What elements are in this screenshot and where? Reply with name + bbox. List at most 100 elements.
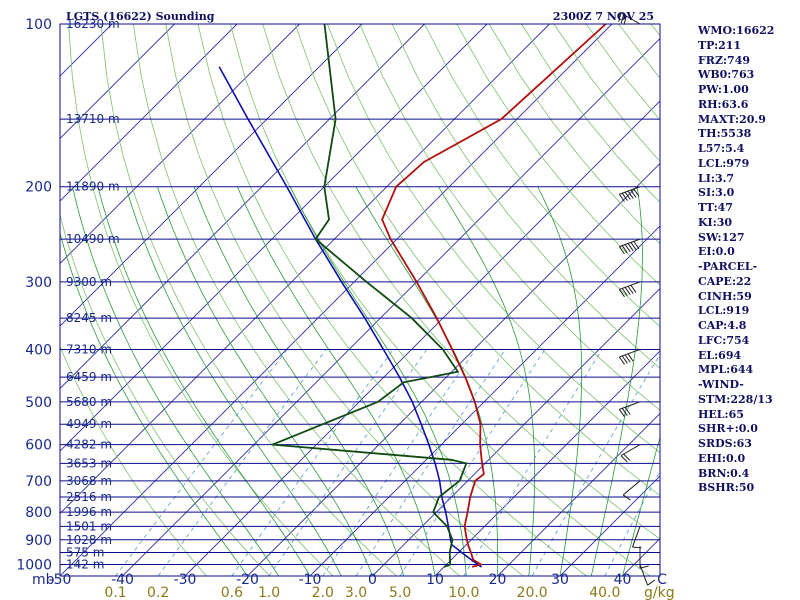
dry-adiabat	[165, 24, 524, 576]
isotherm	[60, 24, 613, 576]
height-label: 1028 m	[66, 533, 112, 547]
sounding-profiles	[218, 24, 607, 568]
height-label: 6459 m	[66, 370, 112, 384]
dry-adiabat	[424, 24, 660, 328]
moist-adiabat	[125, 186, 342, 576]
pressure-tick-label: 600	[25, 438, 52, 454]
height-label: 5680 m	[66, 395, 112, 409]
height-label: 2516 m	[66, 490, 112, 504]
temperature-tick-label: -20	[236, 572, 259, 588]
wind-barbs	[618, 12, 656, 586]
index-item: -WIND-	[698, 378, 744, 391]
index-item: SRDS:63	[698, 437, 752, 450]
mixing-ratio-label: 0.6	[221, 585, 243, 600]
height-label: 13710 m	[66, 112, 120, 126]
index-item: STM:228/13	[698, 392, 773, 406]
mixing-ratio-line	[531, 353, 660, 576]
isotherm	[60, 24, 425, 390]
chart-grid	[60, 24, 660, 576]
moist-adiabat	[60, 231, 248, 576]
dewpoint-trace	[272, 24, 468, 568]
index-item: LCL:919	[698, 304, 750, 318]
index-item: LI:3.7	[698, 171, 735, 185]
moist-adiabat	[590, 186, 643, 576]
height-label: 3653 m	[66, 456, 112, 470]
index-item: CINH:59	[698, 289, 752, 303]
mixing-ratio-label: 0.2	[147, 585, 169, 600]
index-item: BRN:0.4	[698, 466, 750, 480]
pressure-tick-label: 1000	[16, 558, 52, 574]
isotherm	[247, 162, 660, 576]
wind-barb	[618, 348, 641, 365]
temperature-tick-label: 20	[489, 572, 507, 588]
isotherm	[559, 475, 660, 576]
dry-adiabat	[132, 24, 461, 576]
stability-indices-list: WMO:16622 TP:211 FRZ:749 WB0:763 PW:1.00 RH:6…	[698, 24, 798, 496]
height-label: 1501 m	[66, 519, 112, 533]
moist-adiabat	[438, 186, 535, 576]
index-item: LFC:754	[698, 333, 750, 347]
wind-barb	[622, 480, 641, 501]
temperature-tick-label: -10	[299, 572, 322, 588]
pressure-unit-label: mb	[32, 572, 55, 588]
index-item: LCL:979	[698, 156, 750, 170]
temperature-tick-label: 40	[614, 572, 632, 588]
temperature-tick-label: 30	[551, 572, 569, 588]
dry-adiabat	[391, 24, 660, 369]
isotherm	[372, 287, 660, 576]
index-item: L57:5.4	[698, 142, 745, 155]
index-item: EHI:0.0	[698, 451, 746, 465]
dry-adiabat	[294, 24, 660, 496]
dry-adiabat	[68, 24, 334, 576]
index-item: SW:127	[698, 230, 745, 244]
isotherm	[60, 24, 488, 452]
pressure-tick-label: 100	[25, 17, 52, 33]
wind-barb	[639, 564, 656, 586]
isotherm	[60, 24, 300, 265]
pressure-tick-label: 900	[25, 533, 52, 549]
dry-adiabat	[230, 24, 651, 576]
dry-adiabat	[359, 24, 660, 411]
index-item: MAXT:20.9	[698, 112, 766, 126]
mixing-ratio-line	[115, 349, 288, 576]
isotherm	[497, 412, 660, 576]
index-item: TH:5538	[698, 127, 752, 141]
mixing-ratio-label: 20.0	[517, 585, 548, 600]
station-title: LGTS (16622) Sounding	[66, 10, 215, 23]
height-label: 9300 m	[66, 275, 112, 289]
index-item: HEL:65	[698, 407, 744, 421]
height-label: 4949 m	[66, 417, 112, 431]
height-label: 10490 m	[66, 232, 120, 246]
height-label: 8245 m	[66, 311, 112, 325]
mixing-ratio-label: 1.0	[258, 585, 280, 600]
index-item: EL:694	[698, 348, 742, 362]
moist-adiabat	[97, 186, 311, 576]
parcel-trace	[218, 66, 483, 568]
dry-adiabat	[60, 345, 207, 576]
mixing-ratio-label: 10.0	[448, 585, 479, 600]
height-label: 575 m	[66, 546, 104, 560]
mixing-ratio-line	[604, 470, 660, 576]
moist-adiabat	[355, 186, 499, 576]
mixing-ratio-line	[268, 349, 428, 576]
wind-barb	[632, 526, 642, 549]
moist-adiabat	[157, 186, 373, 576]
temperature-tick-label: -40	[111, 572, 134, 588]
index-item: BSHR:50	[698, 481, 755, 495]
wind-barb	[618, 281, 641, 298]
mixing-ratio-line	[157, 349, 327, 576]
isotherm	[60, 24, 363, 327]
index-item: TT:47	[698, 201, 733, 214]
index-item: TP:211	[698, 38, 742, 52]
moist-adiabat	[622, 435, 660, 576]
wind-barb	[618, 12, 641, 25]
mixing-ratio-label: 40.0	[589, 585, 620, 600]
index-item: WMO:16622	[698, 24, 775, 37]
index-item: WB0:763	[698, 68, 755, 82]
dry-adiabat	[327, 24, 660, 454]
pressure-tick-label: 800	[25, 505, 52, 521]
pressure-tick-label: 500	[25, 395, 52, 411]
index-item: CAPE:22	[698, 274, 752, 288]
